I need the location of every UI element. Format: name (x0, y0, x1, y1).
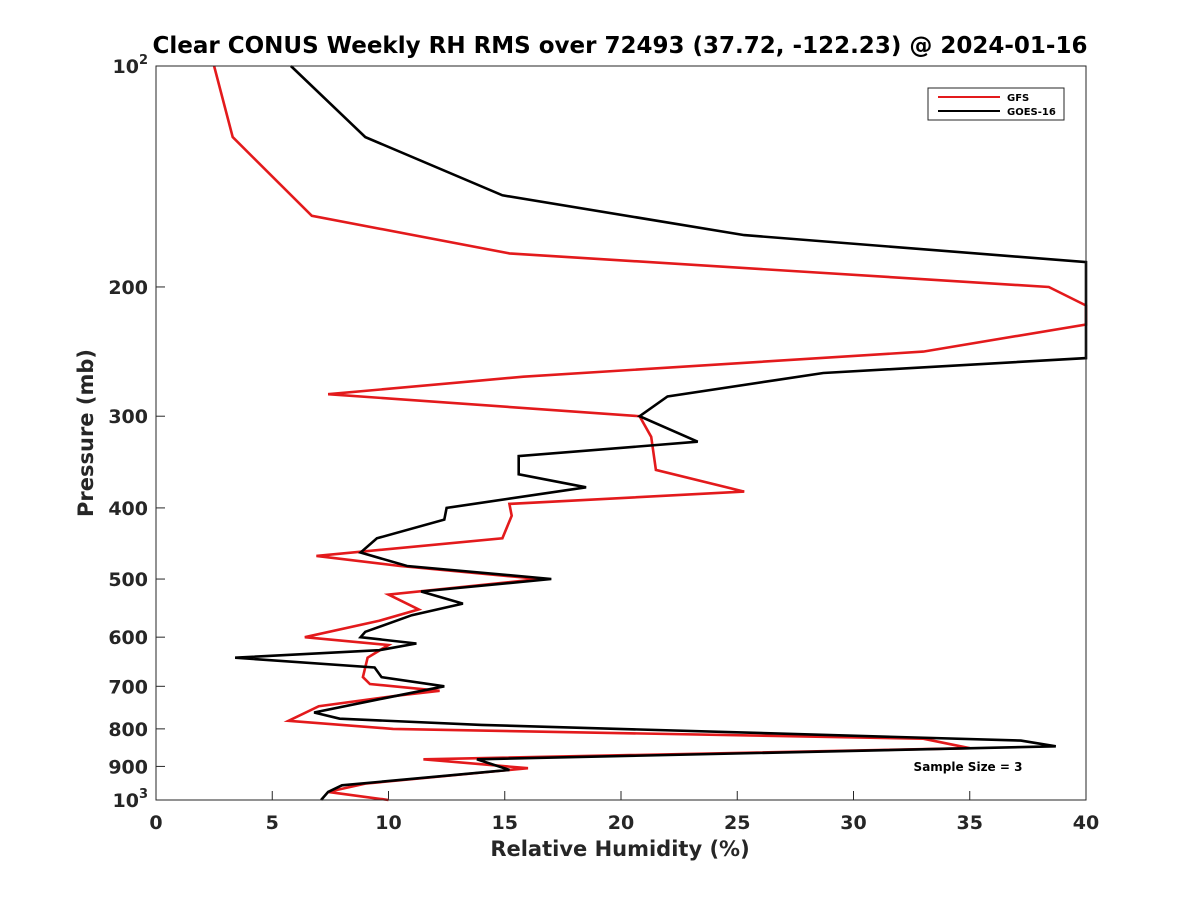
series-line-goes-16 (235, 65, 1088, 801)
x-tick-label: 35 (957, 812, 983, 834)
y-tick-label: 700 (108, 676, 148, 698)
y-tick-base: 10 (113, 56, 139, 78)
x-tick-label: 20 (608, 812, 634, 834)
y-tick-label: 800 (108, 719, 148, 741)
y-tick-label: 500 (108, 569, 148, 591)
y-tick-label: 300 (108, 406, 148, 428)
y-axis-title: Pressure (mb) (74, 349, 98, 517)
x-axis-title: Relative Humidity (%) (490, 837, 749, 861)
x-tick-label: 30 (840, 812, 866, 834)
axes-box (155, 65, 1087, 801)
sample-size-annotation: Sample Size = 3 (914, 760, 1023, 774)
legend-label-goes-16: GOES-16 (1007, 107, 1056, 118)
series-layer (212, 65, 1088, 802)
y-tick-exponent: 3 (139, 787, 148, 802)
x-tick-label: 25 (724, 812, 750, 834)
y-tick-base: 10 (113, 790, 139, 812)
legend-box (927, 87, 1065, 121)
y-tick-label: 102 (113, 53, 149, 78)
x-tick-label: 15 (492, 812, 518, 834)
y-tick-exponent: 2 (139, 53, 148, 68)
chart-title: Clear CONUS Weekly RH RMS over 72493 (37… (153, 33, 1088, 59)
y-tick-label: 600 (108, 627, 148, 649)
y-tick-label: 103 (113, 787, 149, 812)
y-tick-label: 900 (108, 756, 148, 778)
x-tick-label: 40 (1073, 812, 1099, 834)
x-axis: 0 5 10 15 20 25 30 35 40 (149, 791, 1099, 834)
x-tick-label: 10 (375, 812, 401, 834)
legend: GFS GOES-16 (927, 87, 1065, 121)
x-tick-label: 0 (149, 812, 162, 834)
x-tick-label: 5 (266, 812, 279, 834)
y-tick-label: 400 (108, 498, 148, 520)
legend-label-gfs: GFS (1007, 93, 1029, 104)
y-tick-label: 200 (108, 277, 148, 299)
